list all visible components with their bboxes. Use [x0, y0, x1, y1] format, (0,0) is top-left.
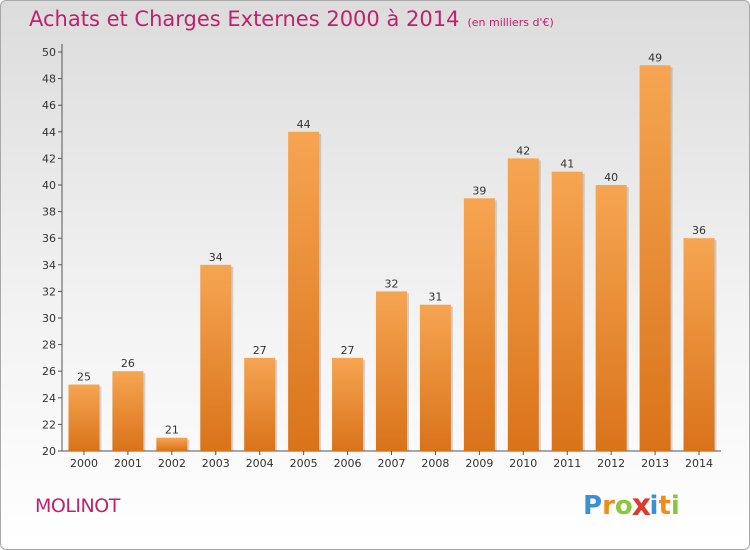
bar-2000 [68, 384, 100, 451]
x-tick-label: 2010 [509, 457, 537, 470]
y-tick-label: 50 [42, 46, 56, 59]
bar-2009 [463, 198, 495, 451]
chart-axes: 20 22 24 26 28 30 32 34 36 38 40 42 44 46 48 50 2000 2001… [42, 44, 721, 470]
data-label-2014: 36 [692, 224, 706, 237]
y-tick-label: 26 [42, 365, 56, 378]
x-tick-label: 2003 [202, 457, 230, 470]
y-tick-label: 46 [42, 99, 56, 112]
proxiti-logo: Proxiti [583, 488, 680, 524]
y-tick-label: 30 [42, 312, 56, 325]
chart-bars [68, 65, 717, 452]
y-tick-label: 22 [42, 418, 56, 431]
y-tick-label: 44 [42, 126, 56, 139]
data-label-2004: 27 [253, 344, 267, 357]
logo-letter: t [658, 491, 671, 521]
bar-2012 [595, 185, 627, 451]
logo-letter: r [602, 491, 615, 521]
bar-2010 [507, 158, 539, 451]
logo-letter: i [670, 491, 680, 521]
bar-2004 [244, 357, 276, 451]
bar-2002 [156, 437, 188, 451]
x-tick-label: 2013 [641, 457, 669, 470]
bar-2013 [639, 65, 671, 452]
logo-letter: P [583, 491, 603, 521]
logo-letter: i [649, 491, 659, 521]
x-tick-label: 2002 [158, 457, 186, 470]
y-tick-label: 34 [42, 259, 56, 272]
data-label-2002: 21 [165, 424, 179, 437]
data-label-2010: 42 [516, 144, 530, 157]
x-tick-label: 2012 [597, 457, 625, 470]
chart-subtitle: (en milliers d'€) [467, 16, 554, 29]
commune-name: MOLINOT [35, 495, 120, 517]
y-tick-label: 24 [42, 392, 56, 405]
x-tick-label: 2001 [114, 457, 142, 470]
data-label-2008: 31 [428, 291, 442, 304]
chart-title: Achats et Charges Externes 2000 à 2014 (e… [29, 7, 554, 31]
y-tick-label: 48 [42, 73, 56, 86]
y-tick-label: 20 [42, 445, 56, 458]
bar-2008 [419, 304, 451, 451]
data-label-2013: 49 [648, 51, 662, 64]
logo-letter: x [631, 488, 651, 524]
logo-letter: o [614, 491, 633, 521]
y-tick-label: 40 [42, 179, 56, 192]
bar-2005 [288, 131, 320, 452]
y-tick-label: 36 [42, 232, 56, 245]
x-tick-label: 2007 [378, 457, 406, 470]
x-tick-label: 2009 [465, 457, 493, 470]
x-tick-label: 2005 [290, 457, 318, 470]
y-tick-label: 28 [42, 339, 56, 352]
data-label-2007: 32 [385, 277, 399, 290]
bar-2006 [332, 357, 364, 451]
y-tick-label: 38 [42, 206, 56, 219]
data-label-2012: 40 [604, 171, 618, 184]
data-label-2011: 41 [560, 158, 574, 171]
data-label-2000: 25 [77, 371, 91, 384]
y-tick-label: 32 [42, 285, 56, 298]
data-label-2006: 27 [341, 344, 355, 357]
bar-2007 [376, 291, 407, 451]
x-tick-label: 2000 [70, 457, 98, 470]
x-tick-label: 2004 [246, 457, 274, 470]
data-label-2009: 39 [472, 184, 486, 197]
bar-2003 [200, 264, 232, 451]
chart-title-text: Achats et Charges Externes 2000 à 2014 [29, 7, 460, 31]
data-label-2005: 44 [297, 118, 311, 131]
x-tick-label: 2008 [421, 457, 449, 470]
x-tick-label: 2014 [685, 457, 713, 470]
data-label-2001: 26 [121, 357, 135, 370]
chart-data-labels: 25 26 21 34 27 44 27 32 31 39 42 41 40 49 36 [77, 51, 706, 436]
bar-2014 [683, 238, 715, 451]
y-tick-label: 42 [42, 152, 56, 165]
bar-2011 [551, 171, 583, 451]
data-label-2003: 34 [209, 251, 223, 264]
x-tick-label: 2006 [334, 457, 362, 470]
bar-2001 [112, 371, 144, 451]
x-tick-label: 2011 [553, 457, 581, 470]
